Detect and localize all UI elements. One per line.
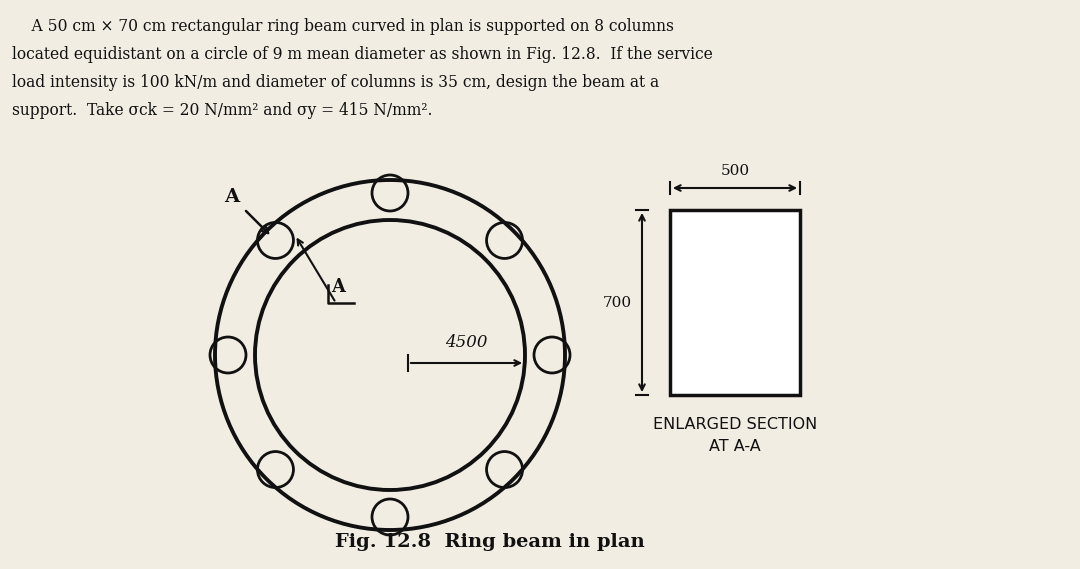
Bar <box>670 210 800 395</box>
Text: A 50 cm × 70 cm rectangular ring beam curved in plan is supported on 8 columns: A 50 cm × 70 cm rectangular ring beam cu… <box>12 18 674 35</box>
Text: 500: 500 <box>720 164 750 178</box>
Text: A: A <box>225 188 240 206</box>
Text: Fig. 12.8  Ring beam in plan: Fig. 12.8 Ring beam in plan <box>335 533 645 551</box>
Text: located equidistant on a circle of 9 m mean diameter as shown in Fig. 12.8.  If : located equidistant on a circle of 9 m m… <box>12 46 713 63</box>
Text: ENLARGED SECTION: ENLARGED SECTION <box>653 417 818 432</box>
Text: 4500: 4500 <box>445 334 488 351</box>
Text: AT A-A: AT A-A <box>710 439 761 454</box>
Text: support.  Take σck = 20 N/mm² and σy = 415 N/mm².: support. Take σck = 20 N/mm² and σy = 41… <box>12 102 432 119</box>
Text: A: A <box>330 278 345 296</box>
Text: 700: 700 <box>603 295 632 310</box>
Text: load intensity is 100 kN/m and diameter of columns is 35 cm, design the beam at : load intensity is 100 kN/m and diameter … <box>12 74 659 91</box>
